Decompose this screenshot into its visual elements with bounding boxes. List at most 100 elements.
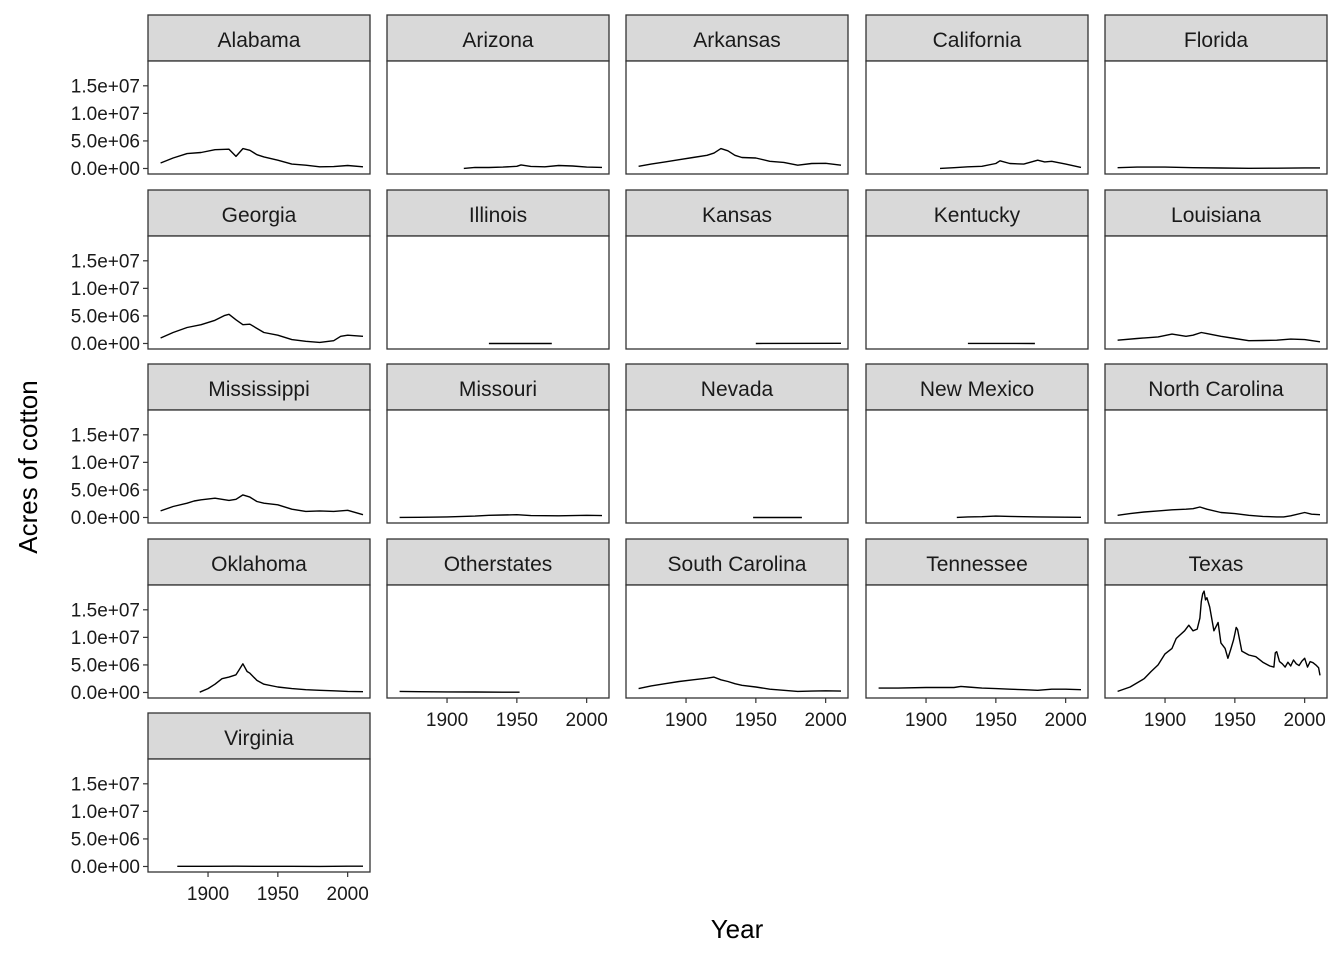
panel-kansas	[625, 235, 849, 350]
strip-label-nevada: Nevada	[701, 378, 774, 401]
x-tick-label: 1900	[1144, 710, 1186, 731]
y-tick-label: 5.0e+06	[71, 306, 140, 327]
y-tick-label: 0.0e+00	[71, 159, 140, 180]
y-tick-label: 0.0e+00	[71, 857, 140, 878]
x-tick-label: 1950	[1214, 710, 1256, 731]
x-axes: 1900 1950 2000 1900 1950 2000 1900 1950 2000 1900…	[187, 698, 1326, 905]
strip-south-carolina	[625, 538, 849, 586]
x-tick-label: 2000	[566, 710, 608, 731]
panel-otherstates	[386, 584, 610, 699]
facet-california: California	[865, 14, 1089, 175]
strip-label-alabama: Alabama	[218, 29, 301, 52]
series-line-new-mexico	[956, 515, 1082, 519]
facet-florida: Florida	[1104, 14, 1328, 175]
y-tick-label: 0.0e+00	[71, 683, 140, 704]
series-line-arkansas	[638, 147, 842, 167]
series-line-louisiana	[1117, 331, 1321, 343]
strip-label-mississippi: Mississippi	[208, 378, 310, 401]
y-tick-label: 1.0e+07	[71, 104, 140, 125]
facet-arkansas: Arkansas	[625, 14, 849, 175]
strip-label-new-mexico: New Mexico	[920, 378, 1034, 401]
panel-tennessee	[865, 584, 1089, 699]
strip-label-georgia: Georgia	[222, 204, 297, 227]
strip-florida	[1104, 14, 1328, 62]
series-line-mississippi	[160, 494, 364, 516]
y-tick-label: 1.5e+07	[71, 425, 140, 446]
panel-south-carolina	[625, 584, 849, 699]
series-line-florida	[1117, 166, 1320, 170]
x-tick-label: 2000	[805, 710, 847, 731]
strip-louisiana	[1104, 189, 1328, 237]
facet-louisiana: Louisiana	[1104, 189, 1328, 350]
strip-label-texas: Texas	[1189, 553, 1244, 576]
facet-nevada: Nevada	[625, 363, 849, 524]
strip-label-california: California	[933, 29, 1022, 52]
strip-mississippi	[147, 363, 371, 411]
panel-louisiana	[1104, 235, 1328, 350]
x-tick-label: 2000	[1284, 710, 1326, 731]
strip-label-tennessee: Tennessee	[926, 553, 1028, 576]
panel-texas	[1104, 584, 1328, 699]
strip-nevada	[625, 363, 849, 411]
x-tick-label: 1900	[665, 710, 707, 731]
series-line-north-carolina	[1117, 506, 1321, 518]
series-line-otherstates	[399, 690, 520, 693]
strip-alabama	[147, 14, 371, 62]
facet-oklahoma: Oklahoma	[147, 538, 371, 699]
strip-label-arkansas: Arkansas	[693, 29, 781, 52]
x-tick-label: 1950	[257, 884, 299, 905]
facet-missouri: Missouri	[386, 363, 610, 524]
x-tick-label: 1950	[735, 710, 777, 731]
strip-tennessee	[865, 538, 1089, 586]
facet-mississippi: Mississippi	[147, 363, 371, 524]
x-tick-label: 2000	[1045, 710, 1087, 731]
panel-oklahoma	[147, 584, 371, 699]
strip-texas	[1104, 538, 1328, 586]
x-axis-title: Year	[711, 914, 764, 944]
panel-missouri	[386, 409, 610, 524]
y-tick-label: 5.0e+06	[71, 480, 140, 501]
strip-label-kansas: Kansas	[702, 204, 772, 227]
x-tick-label: 2000	[327, 884, 369, 905]
series-line-oklahoma	[199, 663, 364, 693]
strip-label-otherstates: Otherstates	[444, 553, 553, 576]
facet-new-mexico: New Mexico	[865, 363, 1089, 524]
strip-virginia	[147, 712, 371, 760]
facet-texas: Texas	[1104, 538, 1328, 699]
series-line-south-carolina	[638, 676, 842, 693]
series-line-georgia	[160, 313, 364, 344]
facet-illinois: Illinois	[386, 189, 610, 350]
panel-georgia	[147, 235, 371, 350]
facet-kentucky: Kentucky	[865, 189, 1089, 350]
strip-arkansas	[625, 14, 849, 62]
panel-new-mexico	[865, 409, 1089, 524]
strip-label-virginia: Virginia	[224, 727, 294, 750]
strip-missouri	[386, 363, 610, 411]
y-tick-label: 1.0e+07	[71, 628, 140, 649]
panel-mississippi	[147, 409, 371, 524]
facet-tennessee: Tennessee	[865, 538, 1089, 699]
strip-new-mexico	[865, 363, 1089, 411]
strip-illinois	[386, 189, 610, 237]
facet-virginia: Virginia	[147, 712, 371, 873]
panel-arizona	[386, 60, 610, 175]
strip-label-oklahoma: Oklahoma	[211, 553, 307, 576]
series-line-texas	[1117, 590, 1321, 693]
facet-panels: Alabama Arizona Arkansas California Florida G…	[147, 14, 1328, 873]
y-tick-label: 0.0e+00	[71, 334, 140, 355]
y-tick-label: 1.0e+07	[71, 279, 140, 300]
series-line-tennessee	[878, 685, 1082, 691]
facet-kansas: Kansas	[625, 189, 849, 350]
facet-north-carolina: North Carolina	[1104, 363, 1328, 524]
facet-arizona: Arizona	[386, 14, 610, 175]
y-tick-label: 1.5e+07	[71, 251, 140, 272]
panel-florida	[1104, 60, 1328, 175]
panel-illinois	[386, 235, 610, 350]
series-line-missouri	[399, 514, 603, 519]
strip-label-missouri: Missouri	[459, 378, 537, 401]
strip-label-south-carolina: South Carolina	[668, 553, 807, 576]
x-tick-label: 1900	[905, 710, 947, 731]
y-tick-label: 1.5e+07	[71, 76, 140, 97]
x-tick-label: 1900	[187, 884, 229, 905]
